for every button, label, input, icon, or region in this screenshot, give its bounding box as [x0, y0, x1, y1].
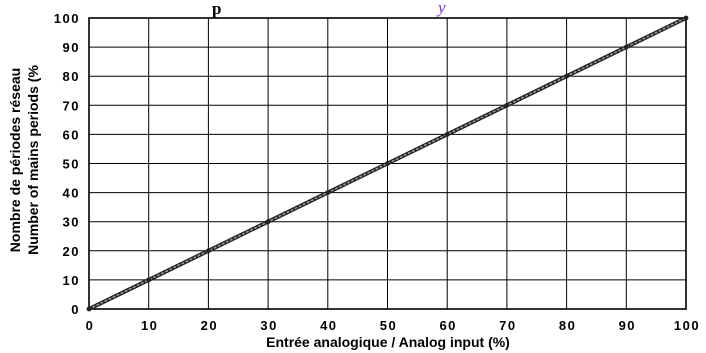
x-axis-title: Entrée analogique / Analog input (%) — [266, 334, 510, 350]
header-text: p — [212, 0, 221, 18]
y-axis-title-line2: Number of mains periods (% — [25, 65, 41, 255]
series-layer — [86, 15, 689, 312]
plot-frame — [88, 17, 687, 310]
series-point-0-5 — [385, 161, 390, 166]
series-point-0-10 — [683, 15, 689, 21]
y-axis-title-line1: Nombre de périodes réseau — [7, 68, 23, 252]
x-tick-label-3: 30 — [260, 318, 277, 333]
series-point-0-3 — [265, 219, 271, 225]
series-point-0-7 — [504, 102, 510, 108]
y-tick-label-2: 20 — [63, 244, 80, 259]
y-tick-label-8: 80 — [63, 69, 80, 84]
series-point-0-6 — [444, 132, 450, 137]
y-tick-label-10: 100 — [54, 11, 80, 26]
series-point-0-1 — [146, 277, 152, 283]
header-accent-text: y — [436, 0, 446, 17]
series-point-0-8 — [564, 73, 569, 79]
x-tick-label-8: 80 — [559, 318, 576, 333]
y-tick-label-1: 10 — [63, 273, 80, 288]
x-tick-label-6: 60 — [439, 318, 456, 333]
x-tick-labels: 0 10 20 30 40 50 60 70 80 90 100 — [86, 318, 700, 333]
series-point-0-4 — [325, 190, 331, 196]
y-tick-label-7: 70 — [63, 98, 80, 113]
y-tick-label-5: 50 — [63, 157, 80, 172]
series-point-0-2 — [206, 248, 211, 254]
x-tick-label-5: 50 — [380, 318, 397, 333]
y-tick-label-9: 90 — [63, 40, 80, 55]
y-tick-label-6: 60 — [63, 127, 80, 142]
series-point-0-9 — [623, 44, 629, 50]
x-tick-label-9: 90 — [619, 318, 636, 333]
x-tick-label-2: 20 — [201, 318, 218, 333]
y-tick-label-3: 30 — [63, 215, 80, 230]
x-tick-label-10: 100 — [674, 318, 700, 333]
y-tick-label-0: 0 — [71, 302, 80, 317]
y-tick-label-4: 40 — [63, 186, 80, 201]
series-point-0-0 — [86, 306, 92, 312]
y-tick-labels: 0 10 20 30 40 50 60 70 80 90 100 — [54, 11, 80, 317]
x-tick-label-1: 10 — [141, 318, 158, 333]
x-tick-label-4: 40 — [320, 318, 337, 333]
x-tick-label-0: 0 — [86, 318, 95, 333]
x-tick-label-7: 70 — [499, 318, 516, 333]
series-line-texture-0 — [88, 17, 687, 310]
